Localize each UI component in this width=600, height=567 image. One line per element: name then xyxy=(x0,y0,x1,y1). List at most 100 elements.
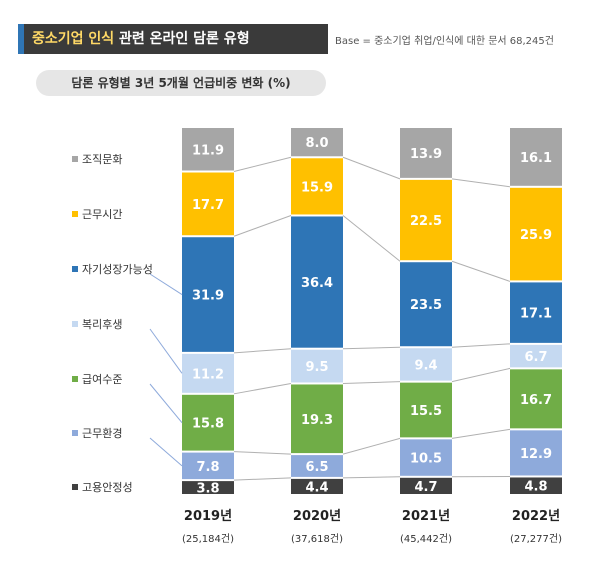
x-tick-label: 2021년 xyxy=(402,509,450,524)
bar-segment xyxy=(291,349,343,383)
data-label: 11.9 xyxy=(192,143,224,158)
x-tick-label: 2020년 xyxy=(293,509,341,524)
data-label: 4.8 xyxy=(524,480,547,495)
connector-line xyxy=(233,348,292,354)
data-label: 36.4 xyxy=(301,276,333,291)
bar-segment xyxy=(182,394,234,451)
data-label: 22.5 xyxy=(410,214,442,229)
legend-entry: 급여수준 xyxy=(82,373,122,386)
data-label: 6.7 xyxy=(524,350,547,365)
base-note: Base = 중소기업 취업/인식에 대한 문서 68,245건 xyxy=(335,36,554,47)
data-label: 4.7 xyxy=(414,480,437,495)
bar-segment xyxy=(182,237,234,352)
legend-entry: 조직문화 xyxy=(82,153,122,166)
data-label: 15.9 xyxy=(301,180,333,195)
connector-line xyxy=(451,178,511,188)
data-label: 31.9 xyxy=(192,289,224,304)
legend-leader-line xyxy=(149,437,183,467)
legend-leader-line xyxy=(149,383,183,424)
data-label: 9.5 xyxy=(305,360,328,375)
data-label: 25.9 xyxy=(520,228,552,243)
bar-segment xyxy=(291,455,343,477)
data-label: 17.7 xyxy=(192,198,224,213)
x-tick-count: (45,442건) xyxy=(400,533,452,545)
legend-swatch xyxy=(72,156,78,162)
connector-line xyxy=(233,477,292,481)
bar-segment xyxy=(182,452,234,480)
data-label: 6.5 xyxy=(305,460,328,475)
chart-title-bar: 중소기업 인식 관련 온라인 담론 유형 xyxy=(18,24,328,54)
legend-swatch xyxy=(72,211,78,217)
legend-entry: 복리후생 xyxy=(82,318,122,331)
data-label: 23.5 xyxy=(410,298,442,313)
legend-swatch xyxy=(72,376,78,382)
legend-entry: 근무환경 xyxy=(82,427,122,440)
bar-segment xyxy=(510,128,562,186)
connector-line xyxy=(233,451,292,455)
title-highlight: 중소기업 인식 xyxy=(32,31,115,47)
bar-segment xyxy=(510,282,562,343)
data-label: 12.9 xyxy=(520,447,552,462)
data-label: 19.3 xyxy=(301,413,333,428)
data-label: 15.5 xyxy=(410,404,442,419)
legend-leader-line xyxy=(149,328,183,374)
bar-segment xyxy=(291,128,343,157)
bar-segment xyxy=(291,384,343,454)
data-label: 3.8 xyxy=(196,482,219,497)
data-label: 16.1 xyxy=(520,151,552,166)
connector-line xyxy=(451,428,511,439)
bar-segment xyxy=(400,439,452,476)
x-tick-count: (25,184건) xyxy=(182,533,234,545)
x-tick-count: (27,277건) xyxy=(510,533,562,545)
legend-entry: 고용안정성 xyxy=(82,481,133,494)
x-tick-count: (37,618건) xyxy=(291,533,343,545)
bar-segment xyxy=(182,172,234,236)
data-label: 10.5 xyxy=(410,452,442,467)
data-label: 8.0 xyxy=(305,136,328,151)
bar-segment xyxy=(400,348,452,381)
bar-segment xyxy=(400,382,452,438)
bar-segment xyxy=(400,262,452,347)
connector-line xyxy=(451,343,511,348)
connector-line xyxy=(233,156,292,172)
data-label: 11.2 xyxy=(192,367,224,382)
legend-swatch xyxy=(72,484,78,490)
data-label: 17.1 xyxy=(520,307,552,322)
bar-segment xyxy=(510,430,562,476)
connector-line xyxy=(342,215,401,262)
x-tick-label: 2022년 xyxy=(512,509,560,524)
connector-line xyxy=(342,346,401,350)
x-tick-label: 2019년 xyxy=(184,509,232,524)
legend-swatch xyxy=(72,266,78,272)
legend-entry: 자기성장가능성 xyxy=(82,263,153,276)
bar-segment xyxy=(400,128,452,178)
legend-swatch xyxy=(72,430,78,436)
chart-subtitle: 담론 유형별 3년 5개월 언급비중 변화 (%) xyxy=(36,70,326,96)
bar-segment xyxy=(400,179,452,261)
data-label: 15.8 xyxy=(192,417,224,432)
connector-line xyxy=(342,156,401,180)
bar-segment xyxy=(291,478,343,494)
connector-line xyxy=(342,437,401,455)
connector-line xyxy=(233,215,292,237)
legend-entry: 근무시간 xyxy=(82,208,122,221)
legend-swatch xyxy=(72,321,78,327)
bar-segment xyxy=(510,477,562,494)
bar-segment xyxy=(510,369,562,429)
data-label: 4.4 xyxy=(305,480,328,495)
bar-segment xyxy=(291,158,343,215)
data-label: 7.8 xyxy=(196,460,219,475)
data-label: 13.9 xyxy=(410,147,442,162)
bar-segment xyxy=(510,344,562,368)
bar-segment xyxy=(182,481,234,494)
bar-segment xyxy=(182,353,234,393)
connector-line xyxy=(233,382,292,395)
bar-segment xyxy=(291,216,343,348)
title-rest: 관련 온라인 담론 유형 xyxy=(114,31,250,47)
bar-segment xyxy=(510,187,562,281)
data-label: 16.7 xyxy=(520,393,552,408)
bar-segment xyxy=(400,477,452,494)
data-label: 9.4 xyxy=(414,358,437,373)
